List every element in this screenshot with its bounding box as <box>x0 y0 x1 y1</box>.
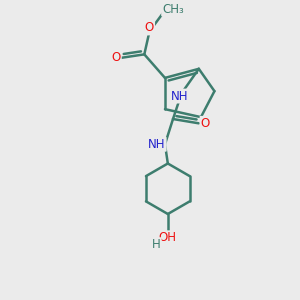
Text: H: H <box>152 238 161 251</box>
Text: NH: NH <box>148 138 166 151</box>
Text: O: O <box>112 51 121 64</box>
Text: O: O <box>145 22 154 34</box>
Text: CH₃: CH₃ <box>162 2 184 16</box>
Text: O: O <box>200 117 210 130</box>
Text: NH: NH <box>171 90 188 103</box>
Text: OH: OH <box>159 231 177 244</box>
